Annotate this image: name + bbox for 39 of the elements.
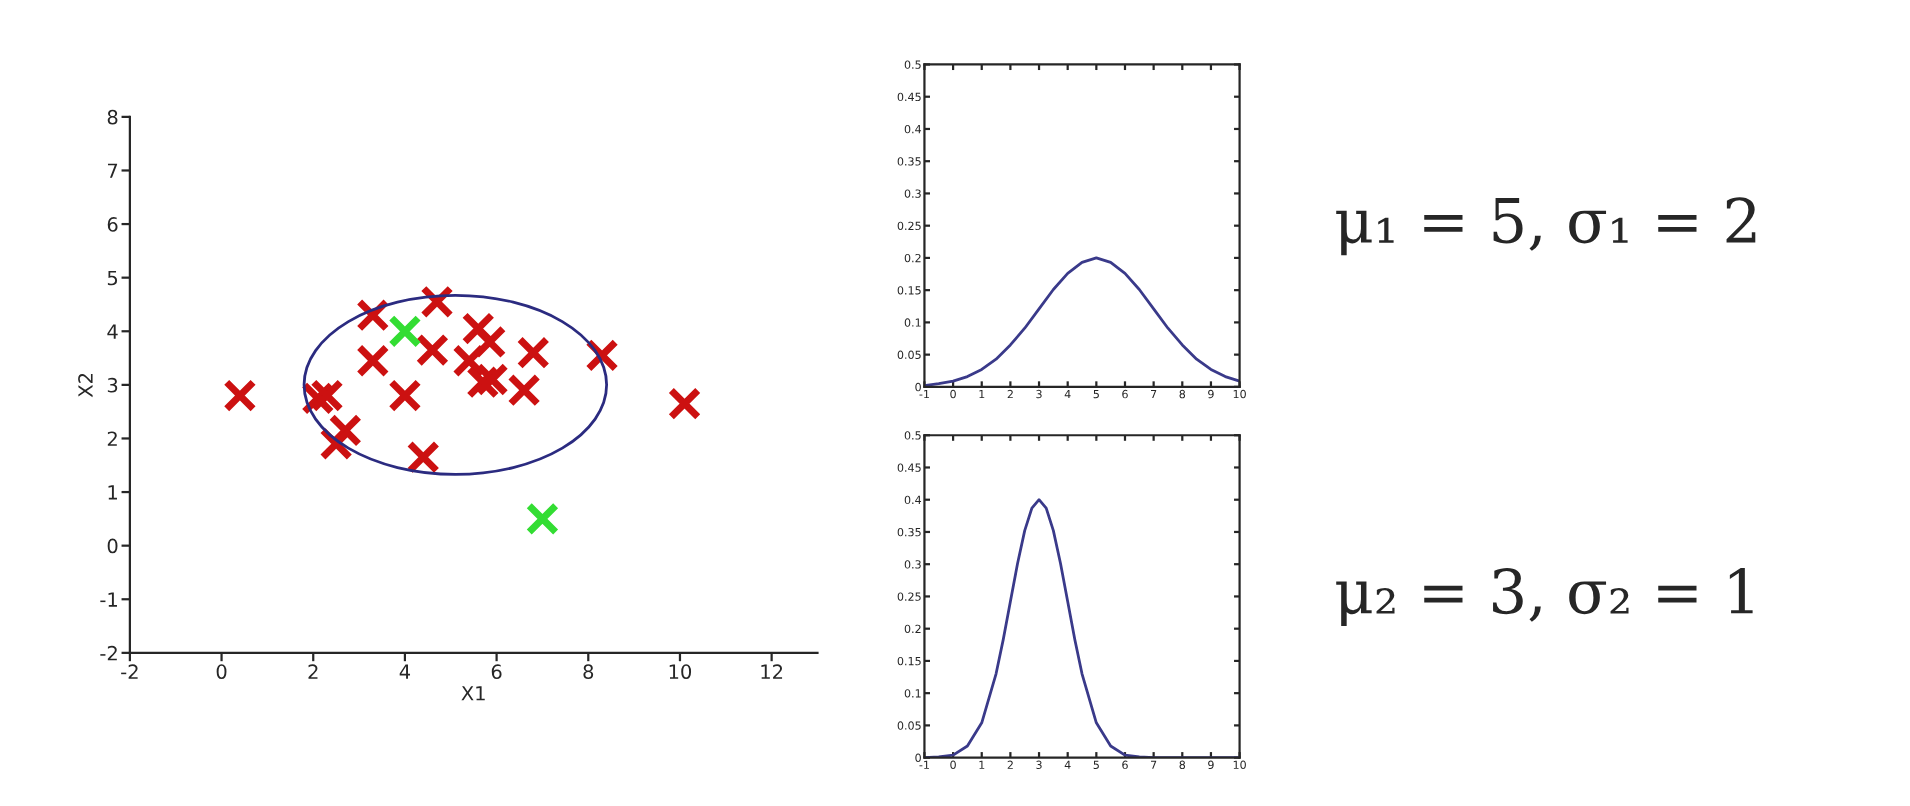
point — [452, 344, 486, 378]
y-tick-label: 0 — [107, 538, 118, 554]
x-tick-label: 8 — [583, 664, 594, 680]
point — [223, 378, 257, 413]
point — [516, 336, 550, 370]
text: μ₁ = 5, σ₁ = 2 — [1336, 197, 1756, 256]
x-tick-label: 0 — [216, 664, 227, 680]
x-tick-label: 4 — [399, 664, 411, 679]
x-tick-label: 10 — [669, 664, 692, 680]
point — [319, 427, 353, 461]
point — [667, 386, 702, 421]
y-tick-label: -1 — [100, 592, 117, 607]
point — [420, 285, 454, 319]
point — [406, 440, 440, 474]
point — [507, 373, 541, 407]
point — [525, 502, 560, 536]
point — [356, 298, 390, 332]
y-tick-label: 6 — [107, 217, 118, 232]
point — [415, 333, 450, 367]
y-tick-label: 1 — [108, 485, 117, 500]
point — [388, 314, 422, 348]
y-axis-title: X2 — [78, 373, 93, 398]
x-tick-label: 6 — [491, 664, 502, 680]
x-tick-label: -2 — [121, 664, 138, 679]
point — [473, 325, 507, 359]
y-tick-label: 5 — [107, 270, 118, 286]
point — [388, 378, 422, 413]
point — [461, 311, 495, 346]
y-tick-label: 7 — [107, 163, 118, 178]
text: μ₂ = 3, σ₂ = 1 — [1336, 567, 1753, 627]
y-tick-label: -2 — [100, 645, 117, 661]
x-axis-title: X1 — [461, 686, 485, 701]
x-tick-label: 12 — [761, 664, 783, 679]
y-tick-label: 4 — [107, 324, 118, 339]
x-tick-label: 2 — [308, 664, 318, 679]
point — [356, 344, 390, 378]
y-tick-label: 2 — [107, 431, 117, 446]
y-tick-label: 8 — [107, 109, 118, 125]
point — [328, 413, 362, 448]
